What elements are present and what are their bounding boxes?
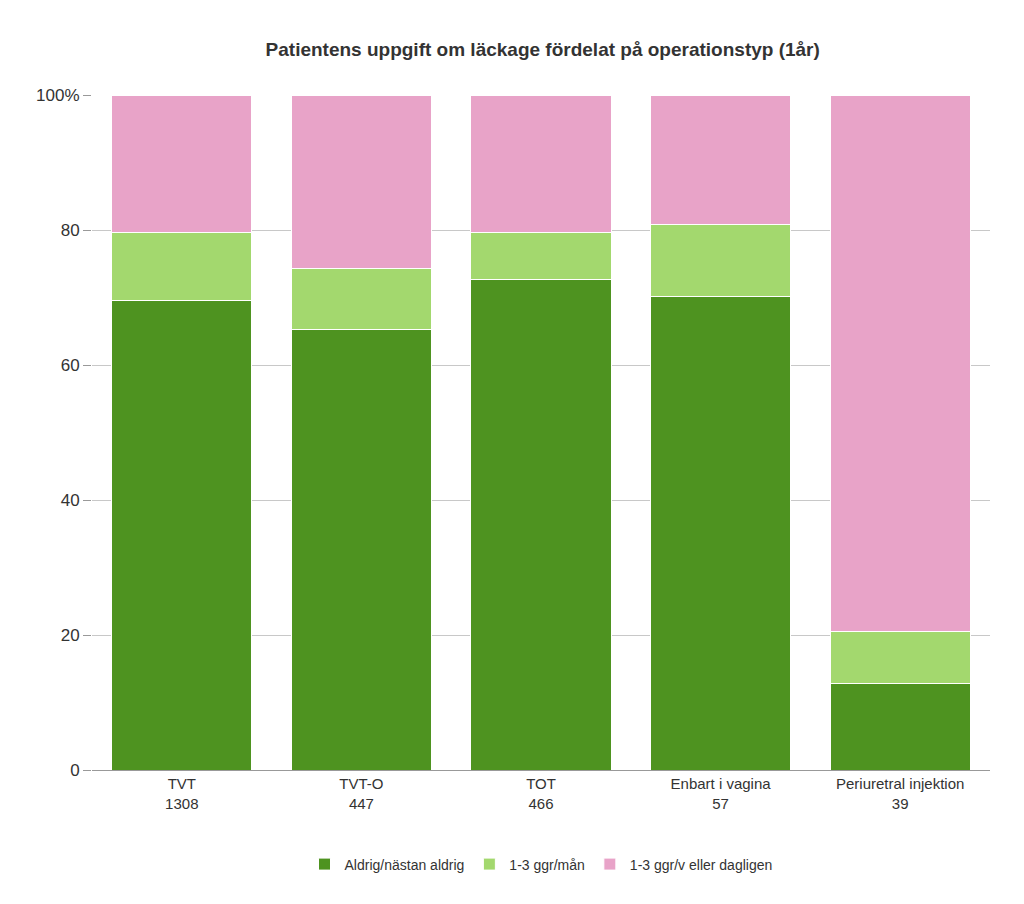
svg-text:20: 20 [61,626,80,645]
svg-text:1-3 ggr/mån: 1-3 ggr/mån [509,857,584,873]
svg-text:100%: 100% [36,86,79,105]
svg-text:TVT-O447: TVT-O447 [339,775,383,812]
svg-text:Aldrig/nästan aldrig: Aldrig/nästan aldrig [345,857,465,873]
svg-text:Periuretral injektion39: Periuretral injektion39 [836,775,964,812]
svg-text:40: 40 [61,491,80,510]
svg-text:TOT466: TOT466 [526,775,556,812]
svg-text:Patientens uppgift om läckage: Patientens uppgift om läckage fördelat p… [266,39,820,60]
svg-text:0: 0 [70,761,79,780]
svg-text:1-3 ggr/v eller dagligen: 1-3 ggr/v eller dagligen [630,857,772,873]
svg-text:80: 80 [61,221,80,240]
svg-text:TVT1308: TVT1308 [165,775,198,812]
svg-text:60: 60 [61,356,80,375]
svg-text:Enbart i vagina57: Enbart i vagina57 [671,775,772,812]
